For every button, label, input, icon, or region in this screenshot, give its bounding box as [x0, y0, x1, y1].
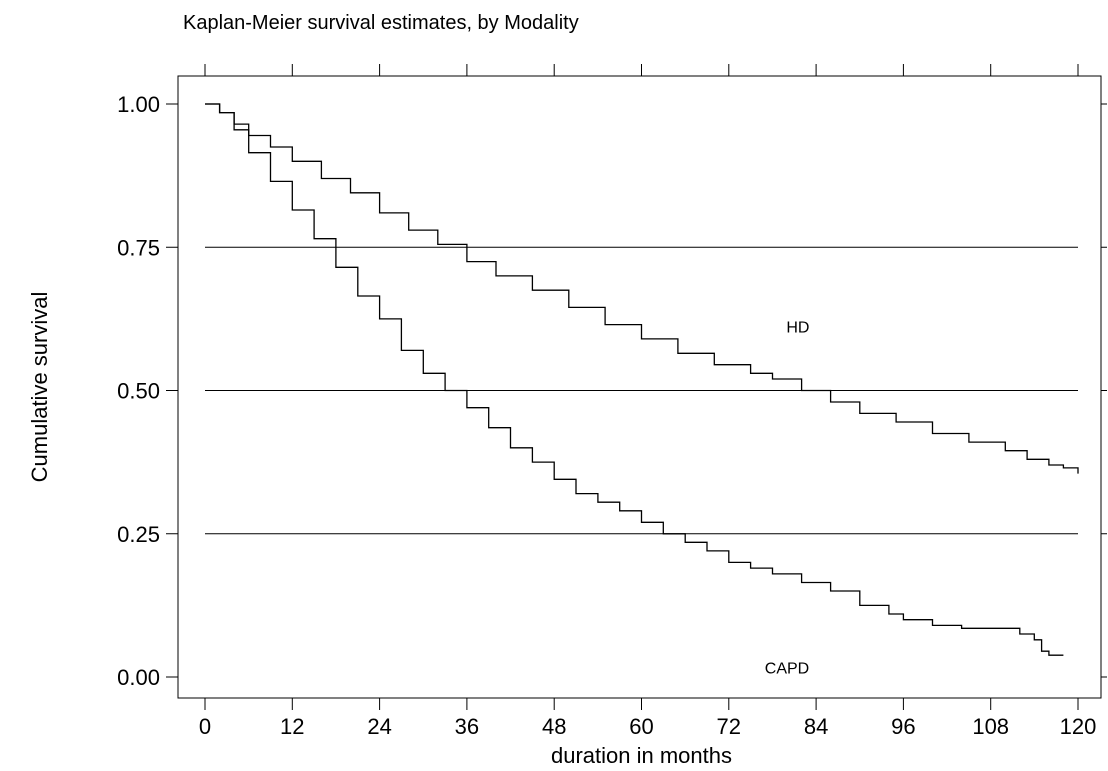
x-tick-label: 48	[542, 714, 566, 739]
x-tick-label: 84	[804, 714, 828, 739]
x-tick-label: 0	[199, 714, 211, 739]
y-tick-label: 1.00	[117, 92, 160, 117]
chart-title: Kaplan-Meier survival estimates, by Moda…	[183, 12, 579, 34]
y-tick-label: 0.25	[117, 522, 160, 547]
x-tick-label: 60	[629, 714, 653, 739]
series-label-capd: CAPD	[765, 660, 809, 677]
grid-layer	[205, 246, 1078, 535]
y-tick-label: 0.50	[117, 379, 160, 404]
y-tick-label: 0.75	[117, 235, 160, 260]
x-tick-label: 96	[891, 714, 915, 739]
plot-frame	[177, 75, 1102, 699]
tick-layer: 0 12 24 36 48 60 72 84 96 108 120 0.00 0.25 0.50 0.75 1…	[117, 64, 1107, 739]
series-line-hd	[205, 103, 1079, 474]
x-tick-label: 36	[455, 714, 479, 739]
x-tick-label: 12	[280, 714, 304, 739]
y-tick-label: 0.00	[117, 665, 160, 690]
y-axis-label: Cumulative survival	[27, 292, 52, 483]
series-label-hd: HD	[786, 319, 809, 336]
x-tick-label: 72	[717, 714, 741, 739]
x-tick-label: 24	[367, 714, 391, 739]
series-layer: HD CAPD	[205, 103, 1079, 677]
x-tick-label: 108	[972, 714, 1009, 739]
x-axis-label: duration in months	[551, 743, 732, 768]
series-line-capd	[205, 103, 1064, 656]
x-tick-label: 120	[1060, 714, 1097, 739]
